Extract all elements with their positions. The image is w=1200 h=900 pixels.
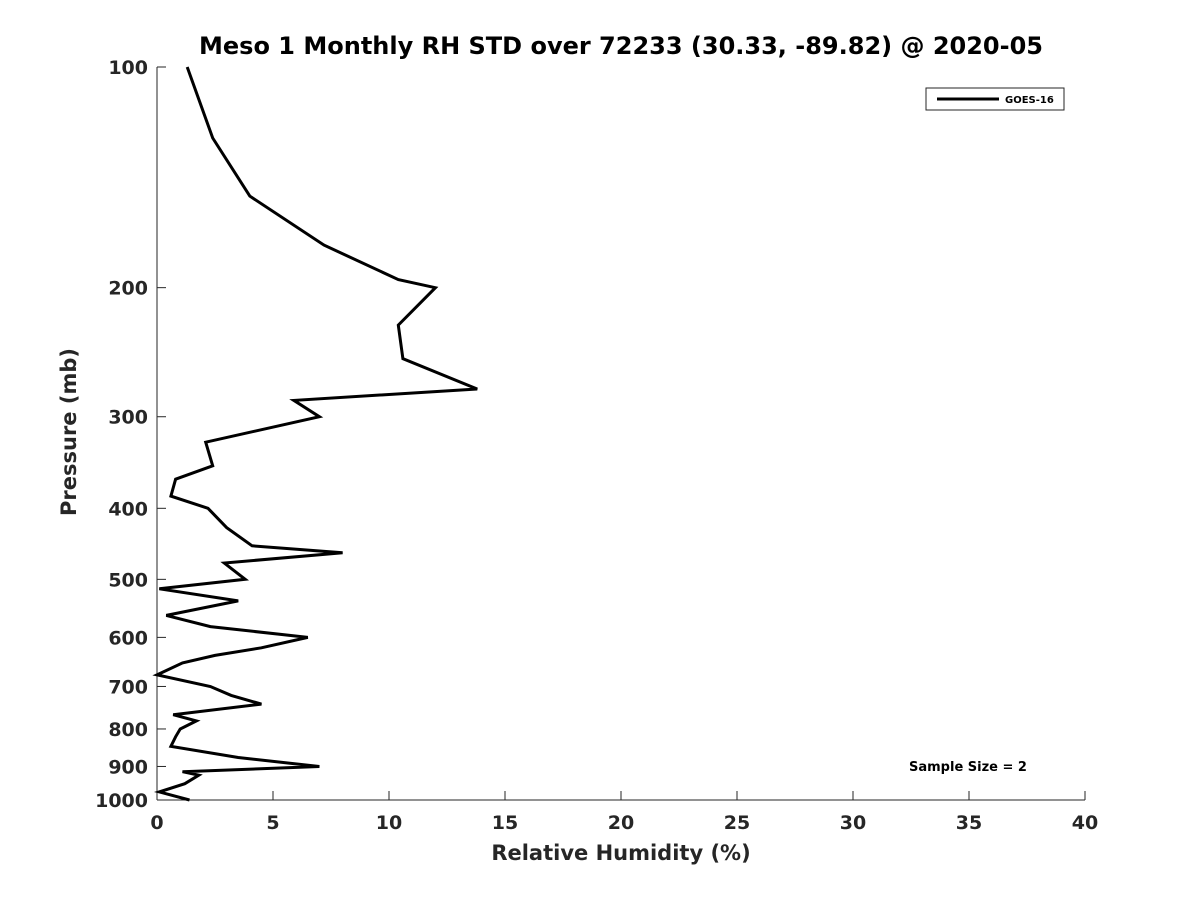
x-tick-label: 0 (150, 812, 163, 834)
x-tick-label: 35 (956, 812, 982, 834)
chart-title: Meso 1 Monthly RH STD over 72233 (30.33,… (199, 32, 1043, 60)
x-tick-label: 30 (840, 812, 866, 834)
axes: 0 5 10 15 20 25 30 35 40 100 200 300 400 500 600 700 800… (95, 57, 1098, 834)
x-tick-label: 10 (376, 812, 402, 834)
y-axis-label: Pressure (mb) (57, 348, 81, 516)
legend-entry-label: GOES-16 (1005, 95, 1054, 106)
y-tick-label: 900 (108, 756, 148, 778)
y-tick-label: 1000 (95, 790, 148, 812)
legend: GOES-16 (925, 87, 1065, 111)
x-tick-label: 40 (1072, 812, 1098, 834)
y-tick-label: 200 (108, 278, 148, 300)
y-tick-label: 100 (108, 57, 148, 79)
x-tick-label: 20 (608, 812, 634, 834)
x-axis-label: Relative Humidity (%) (491, 841, 750, 865)
y-tick-label: 600 (108, 627, 148, 649)
series-layer (152, 66, 478, 802)
y-tick-label: 800 (108, 719, 148, 741)
y-tick-label: 300 (108, 407, 148, 429)
y-tick-label: 500 (108, 569, 148, 591)
sample-size-annotation: Sample Size = 2 (909, 760, 1027, 775)
x-tick-label: 15 (492, 812, 518, 834)
y-tick-label: 400 (108, 498, 148, 520)
x-tick-label: 25 (724, 812, 750, 834)
x-tick-label: 5 (266, 812, 279, 834)
series-line-goes16 (152, 66, 478, 802)
y-tick-label: 700 (108, 676, 148, 698)
